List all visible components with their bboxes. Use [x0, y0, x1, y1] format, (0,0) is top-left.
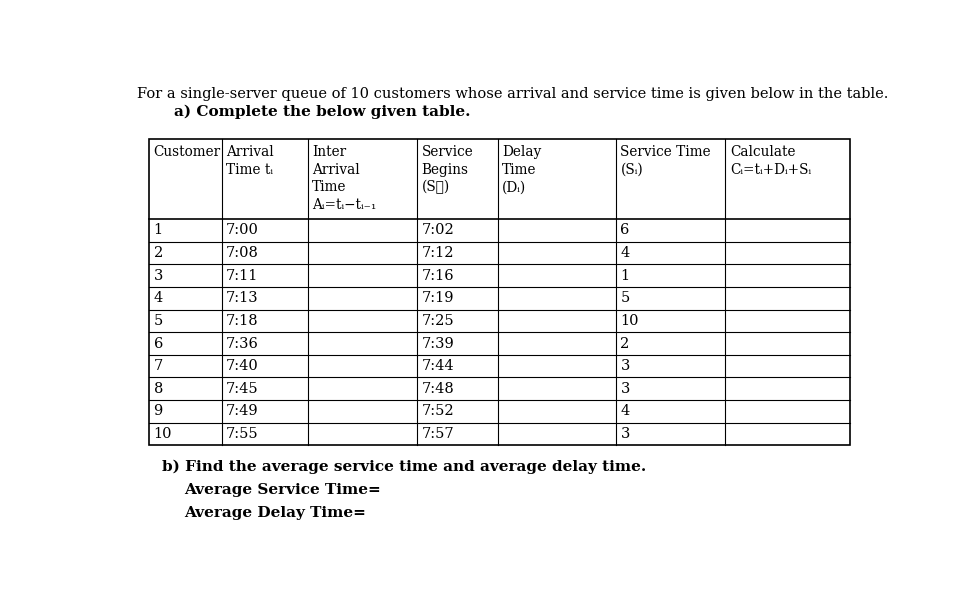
Text: 3: 3: [620, 427, 630, 441]
Text: (Dᵢ): (Dᵢ): [502, 180, 527, 194]
Text: 3: 3: [153, 268, 163, 282]
Text: Cᵢ=tᵢ+Dᵢ+Sᵢ: Cᵢ=tᵢ+Dᵢ+Sᵢ: [730, 163, 811, 176]
Text: Arrival: Arrival: [312, 163, 360, 176]
Text: Time: Time: [502, 163, 537, 176]
Text: 10: 10: [620, 314, 639, 328]
Text: Arrival: Arrival: [226, 145, 274, 159]
Text: Average Delay Time=: Average Delay Time=: [184, 506, 366, 520]
Text: 7:49: 7:49: [226, 405, 259, 418]
Text: 8: 8: [153, 382, 163, 396]
Text: 7:52: 7:52: [422, 405, 455, 418]
Text: Inter: Inter: [312, 145, 346, 159]
Text: 7:08: 7:08: [226, 246, 260, 260]
Text: 5: 5: [153, 314, 163, 328]
Text: (Sၢ): (Sၢ): [422, 180, 450, 194]
Text: Customer: Customer: [153, 145, 221, 159]
Text: For a single-server queue of 10 customers whose arrival and service time is give: For a single-server queue of 10 customer…: [137, 87, 889, 101]
Text: 10: 10: [153, 427, 172, 441]
Text: 7:02: 7:02: [422, 223, 455, 237]
Text: 2: 2: [153, 246, 163, 260]
Text: 7:48: 7:48: [422, 382, 455, 396]
Text: 6: 6: [620, 223, 630, 237]
Text: 4: 4: [620, 246, 629, 260]
Text: 7:13: 7:13: [226, 291, 259, 305]
Text: Calculate: Calculate: [730, 145, 795, 159]
Text: a) Complete the below given table.: a) Complete the below given table.: [175, 105, 471, 119]
Text: 7:12: 7:12: [422, 246, 455, 260]
Text: 7:25: 7:25: [422, 314, 455, 328]
Text: 7:16: 7:16: [422, 268, 455, 282]
Text: 9: 9: [153, 405, 163, 418]
Text: 7:11: 7:11: [226, 268, 259, 282]
Text: 7:18: 7:18: [226, 314, 259, 328]
Text: 7:39: 7:39: [422, 337, 455, 350]
Text: (Sᵢ): (Sᵢ): [620, 163, 643, 176]
Text: Service Time: Service Time: [620, 145, 711, 159]
Text: Time tᵢ: Time tᵢ: [226, 163, 273, 176]
Text: 7: 7: [153, 359, 163, 373]
Text: 1: 1: [620, 268, 629, 282]
Text: Aᵢ=tᵢ−tᵢ₋₁: Aᵢ=tᵢ−tᵢ₋₁: [312, 198, 376, 212]
Text: Begins: Begins: [422, 163, 469, 176]
Bar: [149, 140, 850, 445]
Text: 1: 1: [153, 223, 163, 237]
Text: 5: 5: [620, 291, 629, 305]
Text: 6: 6: [153, 337, 163, 350]
Text: b) Find the average service time and average delay time.: b) Find the average service time and ave…: [162, 459, 646, 474]
Text: 7:40: 7:40: [226, 359, 259, 373]
Text: Time: Time: [312, 180, 346, 194]
Text: 4: 4: [620, 405, 629, 418]
Text: 7:45: 7:45: [226, 382, 259, 396]
Text: Average Service Time=: Average Service Time=: [184, 483, 381, 497]
Text: 7:57: 7:57: [422, 427, 455, 441]
Text: Service: Service: [422, 145, 473, 159]
Text: Delay: Delay: [502, 145, 541, 159]
Text: 2: 2: [620, 337, 629, 350]
Text: 7:00: 7:00: [226, 223, 260, 237]
Text: 7:36: 7:36: [226, 337, 260, 350]
Text: 7:19: 7:19: [422, 291, 455, 305]
Text: 7:44: 7:44: [422, 359, 455, 373]
Text: 7:55: 7:55: [226, 427, 259, 441]
Text: 3: 3: [620, 359, 630, 373]
Text: 4: 4: [153, 291, 163, 305]
Text: 3: 3: [620, 382, 630, 396]
